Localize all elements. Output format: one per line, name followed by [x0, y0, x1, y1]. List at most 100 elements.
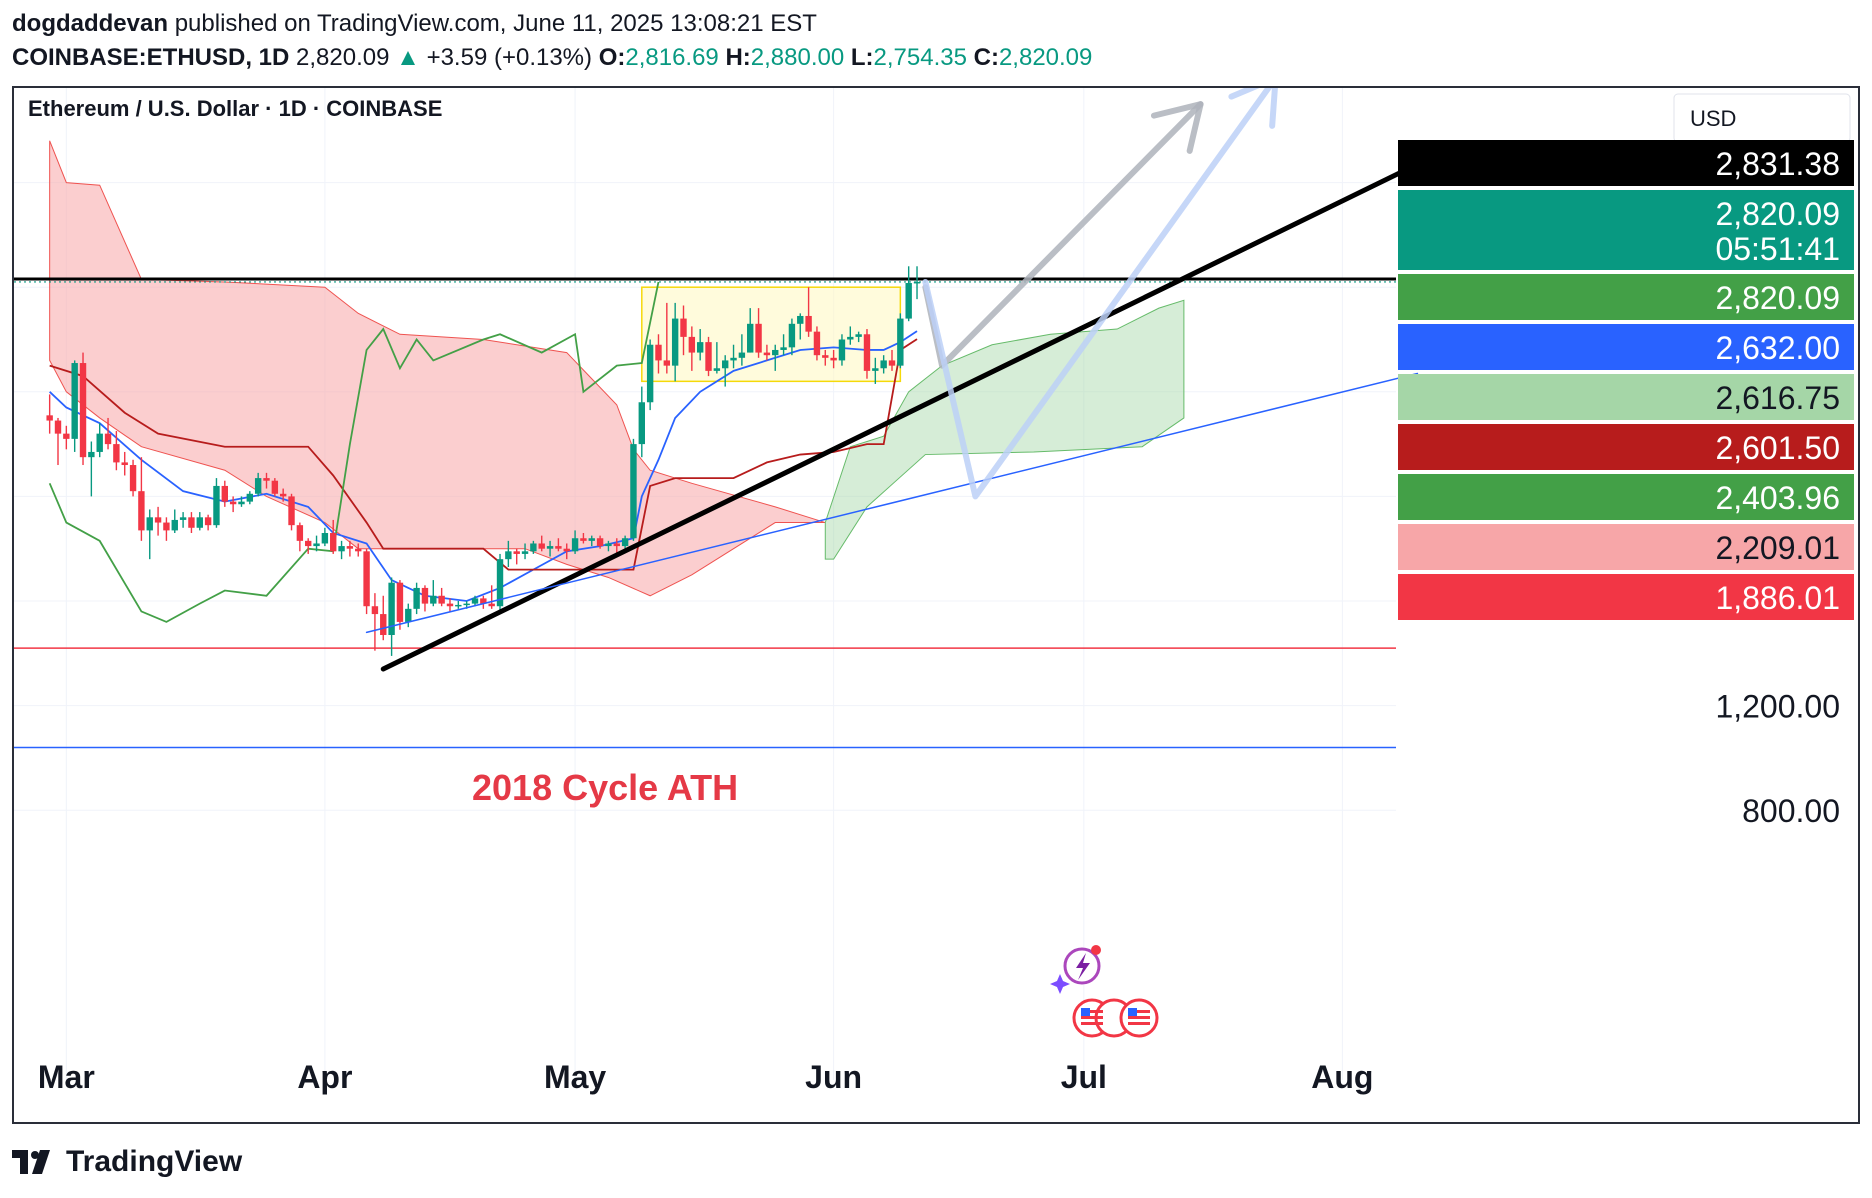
symbol-label: COINBASE:ETHUSD, 1D: [12, 44, 290, 71]
candle: [755, 308, 762, 358]
arrow-head[interactable]: [1150, 101, 1204, 154]
candle: [271, 478, 279, 497]
events-icons[interactable]: [1050, 945, 1159, 1038]
candle: [79, 352, 87, 466]
high-value: 2,880.00: [750, 44, 845, 71]
candle-body: [380, 614, 387, 635]
chart-frame[interactable]: Ethereum / U.S. Dollar · 1D · COINBASE 2…: [12, 86, 1860, 1124]
candle: [396, 580, 404, 630]
candle: [488, 585, 495, 609]
candle-body: [313, 543, 320, 547]
candle: [680, 305, 687, 356]
candle-body: [396, 582, 404, 622]
candle: [772, 344, 779, 371]
candle: [596, 535, 604, 549]
price-badge: 2,403.96: [1398, 474, 1854, 520]
y-tick-label: 800.00: [1742, 793, 1840, 829]
us-flag-event-icon[interactable]: [1072, 998, 1159, 1038]
price-badge-bg: [1398, 574, 1854, 620]
price-badge-bg: [1398, 424, 1854, 470]
projection-arrow-path[interactable]: [922, 88, 1275, 500]
candle-body: [713, 368, 721, 371]
candle-body: [54, 420, 62, 434]
candle-body: [96, 433, 103, 452]
candle: [630, 438, 637, 541]
candle: [780, 334, 787, 356]
candle-body: [747, 323, 754, 353]
candle-body: [213, 485, 220, 526]
candle: [722, 355, 729, 387]
footer-brand[interactable]: TradingView: [12, 1145, 242, 1179]
candle: [71, 360, 78, 452]
candle: [655, 334, 662, 374]
candle: [171, 509, 178, 534]
candle: [363, 548, 370, 615]
candle-body: [288, 496, 295, 526]
candle-body: [688, 336, 696, 353]
candle: [146, 509, 153, 560]
candle-body: [897, 318, 904, 366]
candle-body: [822, 355, 829, 358]
x-tick-label: May: [544, 1059, 606, 1095]
candle-body: [204, 517, 212, 526]
candle: [663, 302, 671, 374]
author-name[interactable]: dogdaddevan: [12, 10, 169, 37]
candle: [96, 423, 103, 458]
brand-name: TradingView: [66, 1145, 243, 1178]
price-badge-countdown: 05:51:41: [1715, 231, 1840, 267]
candle: [355, 543, 362, 557]
ichimoku-cloud: [49, 140, 1185, 597]
candle-body: [755, 323, 762, 353]
candle-body: [430, 595, 437, 604]
price-badge-value: 2,632.00: [1715, 330, 1840, 366]
candle: [788, 318, 796, 356]
candle-body: [421, 587, 429, 604]
candle: [747, 308, 754, 353]
close-label: C:: [973, 44, 999, 71]
candle: [605, 540, 612, 552]
price-badges: 2,831.382,820.0905:51:412,820.092,632.00…: [1398, 140, 1854, 620]
ath-annotation[interactable]: 2018 Cycle ATH: [472, 767, 738, 808]
candle-body: [913, 281, 921, 284]
candle: [305, 538, 312, 554]
projection-arrows[interactable]: [922, 88, 1278, 500]
candle: [88, 441, 95, 497]
candle: [279, 488, 287, 502]
price-badge-value: 2,601.50: [1715, 430, 1840, 466]
candle: [388, 577, 395, 656]
candle-body: [671, 318, 679, 366]
candle-body: [680, 318, 687, 337]
candle: [688, 326, 696, 371]
candle: [855, 331, 862, 343]
candle-body: [446, 603, 454, 607]
candle: [546, 540, 554, 557]
candle-body: [229, 501, 237, 505]
candle-body: [563, 548, 570, 552]
trendlines[interactable]: [365, 161, 1420, 672]
currency-button[interactable]: USD: [1673, 93, 1851, 143]
price-badge-value: 2,403.96: [1715, 480, 1840, 516]
x-tick-label: Mar: [38, 1059, 95, 1095]
candle: [288, 493, 295, 531]
y-tick-label: 1,200.00: [1715, 689, 1840, 725]
blue-support-line[interactable]: [365, 372, 1419, 634]
arrow-head[interactable]: [1228, 88, 1278, 129]
price-badge: 2,616.75: [1398, 374, 1854, 420]
candle-body: [463, 603, 470, 606]
currency-label: USD: [1690, 106, 1736, 131]
candle: [113, 431, 120, 471]
x-tick-label: Aug: [1311, 1059, 1373, 1095]
price-badge-bg: [1398, 374, 1854, 420]
main-trendline-line[interactable]: [380, 161, 1420, 672]
candle: [730, 344, 737, 369]
chart-title: Ethereum / U.S. Dollar · 1D · COINBASE: [28, 96, 442, 121]
candle: [880, 355, 887, 374]
candle: [238, 496, 245, 507]
price-badge-value: 2,831.38: [1715, 146, 1840, 182]
candle: [646, 339, 654, 411]
candle: [254, 472, 262, 497]
candle: [421, 585, 429, 612]
chart-canvas[interactable]: Ethereum / U.S. Dollar · 1D · COINBASE 2…: [14, 88, 1858, 1122]
candle-body: [271, 480, 279, 494]
candle-body: [438, 595, 445, 604]
